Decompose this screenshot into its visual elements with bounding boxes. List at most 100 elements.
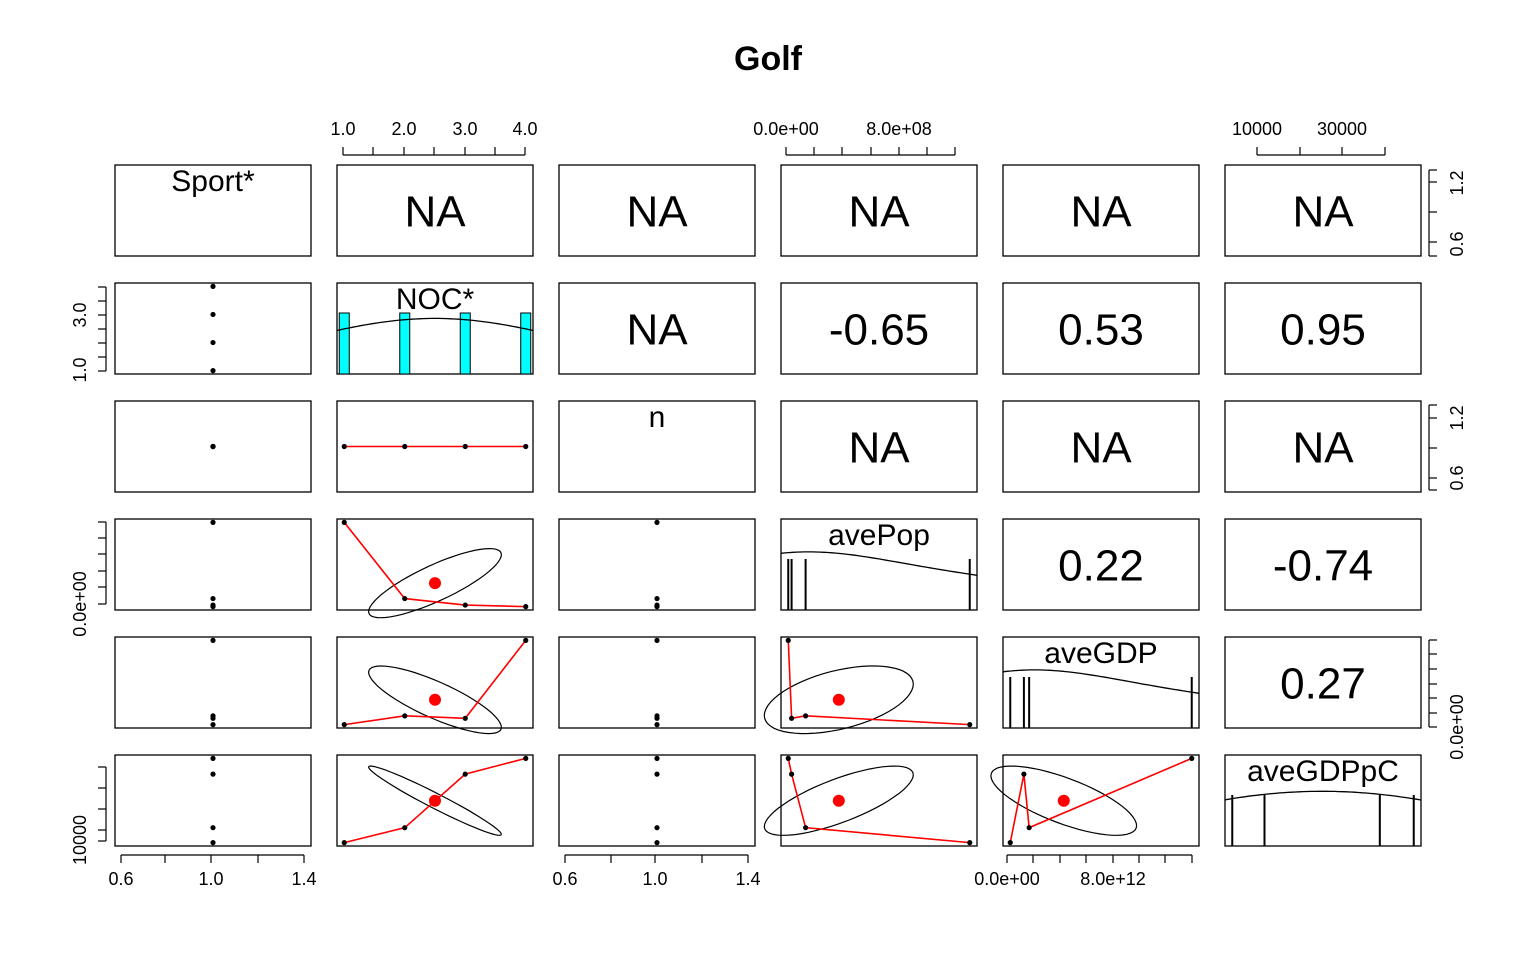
panel-avepop-n [558, 518, 756, 611]
smooth-line [1009, 757, 1193, 843]
ellipse [367, 765, 502, 836]
panel-noc-avegdp: 0.53 [1002, 282, 1200, 375]
correlation-value: 0.95 [1280, 306, 1366, 355]
panel-noc-avegdppc: 0.95 [1224, 282, 1422, 375]
histogram-bar [399, 312, 411, 375]
tick-label: 2.0 [391, 119, 416, 139]
chart-title: Golf [734, 40, 803, 78]
data-point [341, 443, 347, 450]
data-point [803, 825, 809, 831]
panel-border [1224, 400, 1422, 493]
data-point [341, 840, 347, 846]
data-point [785, 637, 791, 643]
panel-border [1002, 518, 1200, 611]
tick-label: 1.0 [330, 119, 355, 139]
data-point [402, 825, 408, 831]
data-point [967, 840, 973, 846]
data-point [462, 715, 468, 721]
data-point [210, 443, 216, 450]
panel-border [780, 518, 978, 611]
panel-sport-n: NA [558, 164, 756, 257]
ellipse [763, 765, 914, 836]
data-point [523, 443, 529, 450]
data-point [967, 722, 973, 728]
correlation-value: NA [848, 424, 910, 473]
correlation-value: NA [848, 188, 910, 237]
panel-border [1002, 282, 1200, 375]
panel-border [114, 754, 312, 847]
panel-border [114, 400, 312, 493]
panel-avepop-avepop: avePop [780, 518, 978, 611]
panel-n-avegdppc: NA [1224, 400, 1422, 493]
panel-border [1224, 636, 1422, 729]
correlation-value: NA [1070, 188, 1132, 237]
data-point [402, 595, 408, 602]
data-point [1021, 771, 1027, 777]
data-point [654, 604, 660, 610]
data-point [654, 595, 660, 602]
panel-border [1002, 164, 1200, 257]
correlation-value: -0.74 [1273, 542, 1373, 591]
tick-label: 1.4 [291, 869, 316, 889]
panel-border [558, 518, 756, 611]
panel-avegdppc-avegdp [990, 754, 1200, 847]
panel-n-sport [114, 400, 312, 493]
data-point [654, 755, 660, 761]
tick-label: 4.0 [512, 119, 537, 139]
panel-avepop-noc [336, 518, 534, 619]
panel-border [558, 636, 756, 729]
panel-sport-noc: NA [336, 164, 534, 257]
mean-point [429, 794, 441, 807]
panel-avegdp-avepop [763, 636, 978, 735]
panel-border [336, 636, 534, 729]
data-point [210, 368, 216, 374]
mean-point [832, 794, 845, 807]
panel-border [114, 518, 312, 611]
density-curve [1002, 669, 1200, 694]
data-point [341, 519, 347, 525]
correlation-value: 0.22 [1058, 542, 1144, 591]
panel-border [1224, 164, 1422, 257]
panel-border [336, 164, 534, 257]
data-point [210, 519, 216, 525]
panel-border [780, 282, 978, 375]
panel-border [114, 282, 312, 375]
data-point [210, 840, 216, 846]
correlation-value: NA [1292, 188, 1354, 237]
panel-border [114, 164, 312, 257]
correlation-value: -0.65 [829, 306, 929, 355]
data-point [654, 519, 660, 525]
panel-border [558, 282, 756, 375]
mean-point [429, 693, 441, 706]
data-point [210, 722, 216, 728]
tick-label: 0.6 [552, 869, 577, 889]
correlation-value: 0.53 [1058, 306, 1144, 355]
panel-border [336, 518, 534, 611]
panel-n-avepop: NA [780, 400, 978, 493]
panel-avepop-avegdppc: -0.74 [1224, 518, 1422, 611]
data-point [654, 715, 660, 721]
data-point [654, 825, 660, 831]
panel-avegdp-sport [114, 636, 312, 729]
histogram-bar [459, 312, 471, 375]
tick-label: 1.0 [70, 357, 90, 382]
panel-border [1002, 754, 1200, 847]
panel-border [1224, 754, 1422, 847]
tick-label: 8.0e+12 [1080, 869, 1146, 889]
data-point [1189, 755, 1195, 761]
variable-label: n [649, 401, 666, 434]
data-point [210, 637, 216, 643]
tick-label: 1.2 [1447, 170, 1467, 195]
data-point [402, 713, 408, 719]
panel-avepop-avegdp: 0.22 [1002, 518, 1200, 611]
tick-label: 1.2 [1447, 405, 1467, 430]
panel-sport-avegdp: NA [1002, 164, 1200, 257]
panel-avepop-sport [114, 518, 312, 611]
data-point [341, 722, 347, 728]
panel-avegdppc-sport [114, 754, 312, 847]
ellipse [990, 765, 1138, 836]
ellipse [367, 547, 502, 619]
axis-bottom-col4: 0.0e+00 8.0e+12 [974, 854, 1193, 889]
tick-label: 0.0e+00 [753, 119, 819, 139]
panel-border [336, 754, 534, 847]
